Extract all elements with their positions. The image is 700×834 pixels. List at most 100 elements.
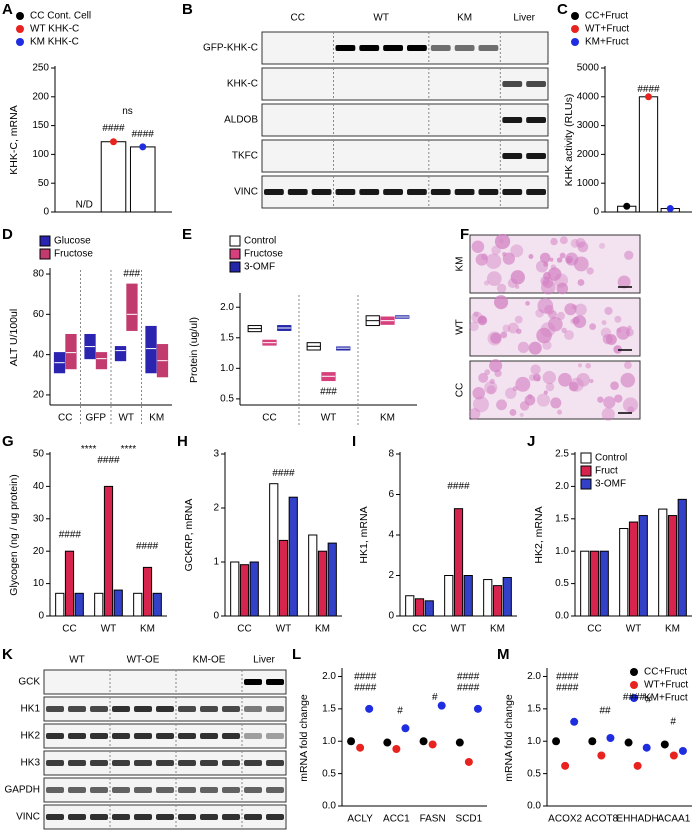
band <box>156 706 174 712</box>
annotation: # <box>646 695 652 706</box>
tissue-blob <box>502 324 511 333</box>
band <box>112 706 130 712</box>
legend-label: Fruct <box>595 466 618 477</box>
x-tick-label: ACOT8 <box>585 814 619 825</box>
legend-marker <box>580 465 592 477</box>
tissue-blob <box>568 381 579 392</box>
blot-column-label: KM <box>457 13 472 24</box>
tissue-blob <box>572 316 580 325</box>
band <box>502 81 523 87</box>
band <box>244 760 262 766</box>
bar <box>64 550 75 617</box>
tissue-blob <box>557 409 563 415</box>
legend-label: CC+Fruct <box>644 667 687 678</box>
panel-letter: M <box>497 646 510 663</box>
band <box>502 189 523 195</box>
tissue-blob <box>539 252 551 264</box>
dot <box>588 737 597 746</box>
band <box>502 153 523 159</box>
y-axis-label: mRNA fold change <box>298 694 310 782</box>
band <box>90 814 108 820</box>
tissue-blob <box>610 381 619 391</box>
x-tick-label: CC <box>237 624 251 635</box>
tissue-blob <box>599 242 606 249</box>
tissue-blob <box>478 372 489 383</box>
tissue-blob <box>469 321 479 332</box>
tissue-blob <box>490 332 502 344</box>
band <box>430 189 451 195</box>
y-tick-label: 1.0 <box>322 736 336 747</box>
band <box>134 814 152 820</box>
legend-label: WT+Fruct <box>644 680 688 691</box>
y-tick-label: 50 <box>38 178 50 189</box>
annotation: ### <box>320 386 337 397</box>
tissue-blob <box>577 241 589 253</box>
legend-marker <box>39 248 51 260</box>
blot-row-label: GCK <box>18 677 40 688</box>
band <box>134 733 152 739</box>
band <box>287 189 308 195</box>
band <box>222 814 240 820</box>
annotation: ### <box>123 269 140 280</box>
tissue-blob <box>471 311 483 324</box>
tissue-blob <box>484 369 491 376</box>
legend-marker <box>229 261 241 273</box>
band <box>222 706 240 712</box>
y-tick-label: 80 <box>33 269 45 280</box>
x-tick-label: WT <box>321 413 337 424</box>
y-axis-label: Protein (ug/ul) <box>188 317 200 383</box>
legend-label: CC Cont. Cell <box>30 11 91 22</box>
dot <box>347 737 356 746</box>
y-tick-label: 2.5 <box>555 449 569 460</box>
legend-marker <box>39 235 51 247</box>
band <box>90 787 108 793</box>
band <box>526 81 546 87</box>
tissue-blob <box>589 378 594 384</box>
tissue-blob <box>622 397 639 413</box>
y-tick-label: 50 <box>33 449 45 460</box>
band <box>178 814 196 820</box>
tissue-blob <box>606 334 617 345</box>
tissue-blob <box>613 345 622 354</box>
blot-column-label: KM-OE <box>193 655 226 666</box>
tissue-blob <box>556 311 566 321</box>
panel-letter: A <box>2 1 13 18</box>
x-tick-label: KM <box>149 413 164 424</box>
blot-column-label: CC <box>291 13 305 24</box>
y-tick-label: 0.0 <box>555 611 569 622</box>
bar <box>230 561 240 617</box>
y-tick-label: 0 <box>38 611 44 622</box>
annotation: ## <box>599 705 611 716</box>
tissue-blob <box>524 394 536 406</box>
bar <box>405 595 415 617</box>
y-tick-label: 200 <box>32 91 49 102</box>
y-tick-label: 1.5 <box>555 513 569 524</box>
band <box>335 45 356 51</box>
band <box>311 189 332 195</box>
dot <box>561 761 570 770</box>
band <box>266 787 284 793</box>
bar <box>308 534 318 617</box>
bar <box>327 542 337 617</box>
bar-dot <box>623 202 631 210</box>
legend-label: CC+Fruct <box>585 11 628 22</box>
tissue-blob <box>603 396 616 409</box>
tissue-blob <box>589 323 597 330</box>
blot-row-label: VINC <box>16 812 40 823</box>
tissue-blob <box>543 390 548 395</box>
bar <box>74 592 84 617</box>
annotation: #### <box>556 671 579 682</box>
tissue-blob <box>601 320 607 326</box>
y-tick-label: 2.0 <box>322 671 336 682</box>
legend-label: WT KHK-C <box>30 24 79 35</box>
tissue-blob <box>614 394 623 403</box>
band <box>502 117 523 123</box>
band <box>335 189 356 195</box>
legend-marker <box>571 38 579 46</box>
bar <box>94 592 104 617</box>
band <box>200 814 218 820</box>
tissue-blob <box>512 386 518 392</box>
annotation: ns <box>122 106 133 117</box>
tissue-blob <box>614 315 622 323</box>
y-tick-label: 150 <box>32 120 49 131</box>
